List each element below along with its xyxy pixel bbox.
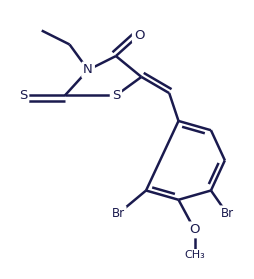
Text: Br: Br xyxy=(111,207,124,220)
Text: N: N xyxy=(83,63,93,76)
Text: CH₃: CH₃ xyxy=(184,251,204,260)
Text: S: S xyxy=(111,89,120,102)
Text: O: O xyxy=(189,223,199,236)
Text: S: S xyxy=(19,89,27,102)
Text: Br: Br xyxy=(220,207,233,220)
Text: O: O xyxy=(133,29,144,42)
